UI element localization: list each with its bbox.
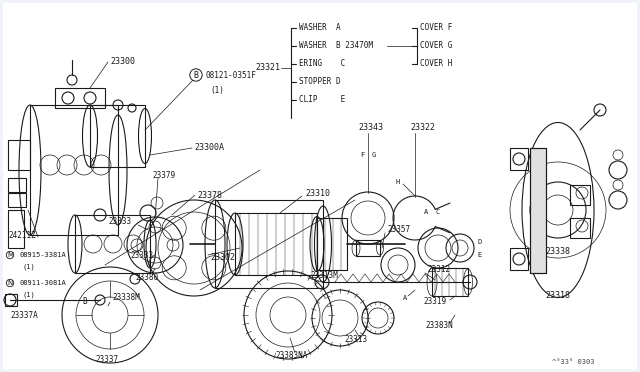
Bar bbox=[510, 148, 528, 170]
Text: (1): (1) bbox=[210, 86, 224, 94]
Text: 23318: 23318 bbox=[545, 291, 570, 299]
Text: 23310: 23310 bbox=[305, 189, 330, 198]
Bar bbox=[510, 248, 528, 270]
Text: 23333: 23333 bbox=[108, 218, 131, 227]
Text: WASHER  A: WASHER A bbox=[299, 23, 340, 32]
Bar bbox=[432, 268, 468, 296]
Text: 23357: 23357 bbox=[387, 225, 410, 234]
Text: COVER F: COVER F bbox=[420, 23, 452, 32]
Text: 23322: 23322 bbox=[410, 124, 435, 132]
Text: 23378: 23378 bbox=[197, 190, 222, 199]
Text: E: E bbox=[477, 252, 481, 258]
Text: ERING    C: ERING C bbox=[299, 60, 345, 68]
Text: 23343: 23343 bbox=[358, 124, 383, 132]
Text: STOPPER D: STOPPER D bbox=[299, 77, 340, 87]
Text: WASHER  B 23470M: WASHER B 23470M bbox=[299, 42, 373, 51]
Bar bbox=[530, 148, 546, 273]
Bar bbox=[356, 240, 380, 256]
Text: (1): (1) bbox=[22, 292, 35, 298]
Text: A: A bbox=[424, 209, 428, 215]
Text: B: B bbox=[193, 71, 198, 80]
Bar bbox=[8, 210, 24, 248]
Text: 23383NA: 23383NA bbox=[275, 350, 307, 359]
Text: D: D bbox=[477, 239, 481, 245]
Bar bbox=[8, 193, 26, 207]
Text: N: N bbox=[8, 280, 13, 286]
Text: 23312: 23312 bbox=[427, 266, 450, 275]
Text: 23300: 23300 bbox=[110, 58, 135, 67]
Text: 23319: 23319 bbox=[423, 298, 446, 307]
Text: (1): (1) bbox=[22, 264, 35, 270]
Text: 08121-0351F: 08121-0351F bbox=[205, 71, 256, 80]
Bar bbox=[8, 140, 30, 170]
Bar bbox=[317, 218, 347, 270]
Bar bbox=[570, 218, 590, 238]
Text: B: B bbox=[82, 298, 86, 307]
Text: 23313M: 23313M bbox=[310, 270, 338, 279]
Text: ^°33° 0303: ^°33° 0303 bbox=[552, 359, 595, 365]
Text: 23333: 23333 bbox=[130, 250, 153, 260]
Bar bbox=[215, 200, 323, 288]
Text: 23338: 23338 bbox=[545, 247, 570, 257]
Bar bbox=[90, 105, 145, 167]
Bar bbox=[235, 213, 317, 275]
Text: COVER H: COVER H bbox=[420, 60, 452, 68]
Text: 23380: 23380 bbox=[135, 273, 158, 282]
Bar bbox=[75, 215, 150, 273]
Text: 23302: 23302 bbox=[210, 253, 235, 263]
Text: M: M bbox=[7, 252, 13, 258]
Text: A: A bbox=[403, 295, 407, 301]
Text: H: H bbox=[396, 179, 400, 185]
Text: COVER G: COVER G bbox=[420, 42, 452, 51]
Text: 23337A: 23337A bbox=[10, 311, 38, 320]
Text: 23338M: 23338M bbox=[112, 294, 140, 302]
Text: F: F bbox=[360, 152, 364, 158]
Bar bbox=[30, 105, 118, 235]
Bar bbox=[5, 294, 17, 306]
Text: 23379: 23379 bbox=[152, 170, 175, 180]
Text: 23383N: 23383N bbox=[425, 321, 452, 330]
Text: 23300A: 23300A bbox=[194, 144, 224, 153]
Text: 08911-3081A: 08911-3081A bbox=[20, 280, 67, 286]
Bar bbox=[570, 185, 590, 205]
Bar bbox=[530, 148, 546, 273]
Text: 23321: 23321 bbox=[255, 64, 280, 73]
Text: C: C bbox=[435, 209, 439, 215]
Bar bbox=[55, 268, 185, 366]
Text: 24211Z: 24211Z bbox=[8, 231, 36, 240]
Text: CLIP     E: CLIP E bbox=[299, 96, 345, 105]
Text: 23337: 23337 bbox=[95, 356, 118, 365]
Bar bbox=[8, 178, 26, 192]
Text: 08915-3381A: 08915-3381A bbox=[20, 252, 67, 258]
Bar bbox=[55, 88, 105, 108]
Text: 23313: 23313 bbox=[344, 336, 367, 344]
Text: G: G bbox=[372, 152, 376, 158]
